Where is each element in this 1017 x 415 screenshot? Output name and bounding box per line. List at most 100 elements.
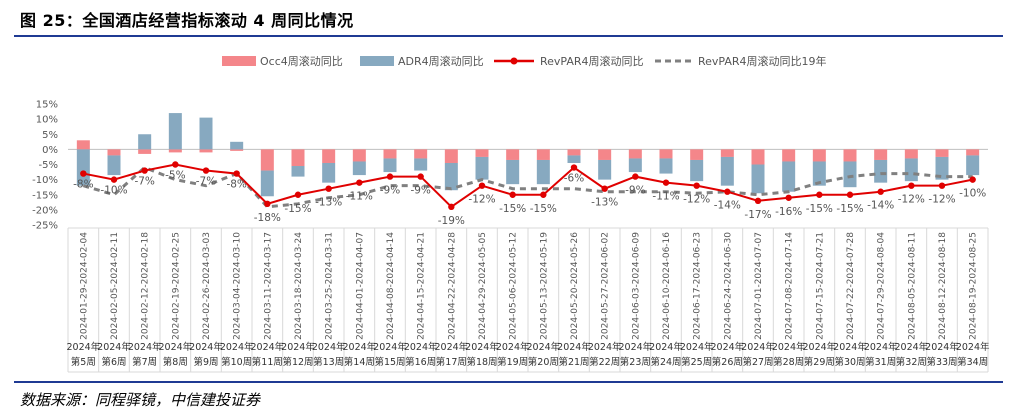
occ-bar <box>199 149 213 153</box>
revpar-point <box>724 188 731 195</box>
week-label: 2024年 <box>404 341 438 353</box>
week-label: 2024年 <box>956 341 990 353</box>
x-axis: 2024-01-29-2024-02-04 2024-02-05-2024-02-… <box>66 227 990 373</box>
revpar-point <box>754 197 762 204</box>
x-tick-label: 2024-03-18-2024-03-24 <box>294 232 304 340</box>
occ-bar <box>628 149 642 159</box>
revpar-data-label: -14% <box>867 200 894 212</box>
x-tick-label: 2024-03-25-2024-03-31 <box>325 232 335 340</box>
occ-bar <box>138 149 152 154</box>
x-tick-label: 2024-05-13-2024-05-19 <box>539 232 549 340</box>
x-tick-label: 2024-05-20-2024-05-26 <box>570 232 580 340</box>
adr-bar <box>598 159 612 180</box>
revpar-point <box>938 182 946 189</box>
occ-bar <box>690 149 704 160</box>
week-label: 2024年 <box>741 341 775 353</box>
occ-bar <box>76 140 90 150</box>
occ-bar <box>168 149 182 153</box>
occ-bar <box>230 149 244 151</box>
revpar-data-label: -10% <box>100 185 127 197</box>
revpar-point <box>141 167 148 174</box>
revpar-point <box>693 182 700 189</box>
occ-bar <box>598 149 612 160</box>
revpar-data-label: -15% <box>530 203 557 215</box>
legend-label: ADR4周滚动同比 <box>398 54 484 68</box>
revpar-point <box>386 173 394 180</box>
week-label: 第18周 <box>466 356 497 368</box>
revpar-data-label: -17% <box>744 209 771 221</box>
revpar-data-label: -15% <box>499 203 526 215</box>
revpar-point <box>294 191 302 198</box>
x-tick-label: 2024-06-24-2024-06-30 <box>723 232 733 340</box>
x-tick-label: 2024-04-15-2024-04-21 <box>417 232 427 340</box>
bar-series <box>76 113 980 197</box>
figure-title: 图 25：全国酒店经营指标滚动 4 周同比情况 <box>20 11 354 30</box>
week-label: 2024年 <box>465 341 499 353</box>
week-label: 第21周 <box>558 356 589 368</box>
revpar-point <box>172 161 179 168</box>
revpar-point <box>969 176 976 183</box>
occ-bar <box>904 149 918 159</box>
revpar-data-label: -12% <box>683 194 710 206</box>
revpar-point <box>785 194 792 201</box>
week-label: 第11周 <box>252 356 283 368</box>
adr-bar <box>76 149 90 186</box>
x-tick-label: 2024-07-01-2024-07-07 <box>754 232 764 340</box>
revpar-point <box>540 191 547 198</box>
x-tick-label: 2024-06-17-2024-06-23 <box>693 232 703 340</box>
revpar-data-label: -5% <box>165 170 185 182</box>
x-tick-label: 2024-08-12-2024-08-18 <box>938 232 948 340</box>
occ-bar <box>751 149 765 165</box>
week-label: 第6周 <box>101 356 126 368</box>
week-label: 第12周 <box>282 356 313 368</box>
revpar-point <box>264 200 271 208</box>
x-tick-label: 2024-07-22-2024-07-28 <box>846 232 856 340</box>
adr-bar <box>874 159 888 183</box>
x-tick-label: 2024-04-01-2024-04-07 <box>355 232 365 340</box>
revpar-point <box>110 176 118 183</box>
week-label: 2024年 <box>649 341 683 353</box>
occ-bar <box>475 149 489 157</box>
occ-bar <box>843 149 857 162</box>
occ-bar <box>874 149 888 160</box>
x-tick-label: 2024-07-29-2024-08-04 <box>877 232 887 340</box>
revpar-data-label: -7% <box>134 176 154 188</box>
week-label: 2024年 <box>250 341 284 353</box>
revpar-point <box>478 182 486 189</box>
adr-bar <box>291 166 305 177</box>
adr-bar <box>536 159 550 185</box>
adr-bar <box>812 161 826 186</box>
revpar-data-label: -16% <box>775 206 802 218</box>
legend-label: RevPAR4周滚动同比19年 <box>698 54 827 68</box>
revpar-data-label: -7% <box>196 176 216 188</box>
adr-bar <box>659 158 673 174</box>
revpar-data-label: -12% <box>468 194 495 206</box>
revpar-data-label: -10% <box>959 188 986 200</box>
week-label: 第20周 <box>528 356 559 368</box>
week-label: 2024年 <box>312 341 346 353</box>
week-label: 第24周 <box>650 356 681 368</box>
occ-bar <box>414 149 428 159</box>
occ-bar <box>720 149 734 157</box>
occ-bar <box>260 149 274 171</box>
week-label: 第31周 <box>865 356 896 368</box>
adr-bar <box>567 155 581 163</box>
revpar-data-label: -19% <box>438 215 465 227</box>
week-label: 2024年 <box>66 341 100 353</box>
adr-bar <box>107 155 121 176</box>
week-label: 第19周 <box>497 356 528 368</box>
revpar-data-label: -9% <box>625 185 645 197</box>
adr-bar <box>168 113 182 150</box>
x-tick-label: 2024-04-08-2024-04-14 <box>386 232 396 340</box>
revpar-point <box>570 164 578 171</box>
x-tick-label: 2024-06-10-2024-06-16 <box>662 232 672 340</box>
adr-bar <box>322 162 336 183</box>
adr-bar <box>138 134 152 150</box>
revpar-line <box>83 163 973 209</box>
x-tick-label: 2024-04-22-2024-04-28 <box>447 232 457 340</box>
adr-bar <box>690 159 704 182</box>
week-label: 2024年 <box>434 341 468 353</box>
week-label: 第34周 <box>957 356 988 368</box>
week-label: 2024年 <box>772 341 806 353</box>
combo-chart: Occ4周滚动同比 ADR4周滚动同比 RevPAR4周滚动同比 RevPAR4周滚动… <box>32 54 990 373</box>
